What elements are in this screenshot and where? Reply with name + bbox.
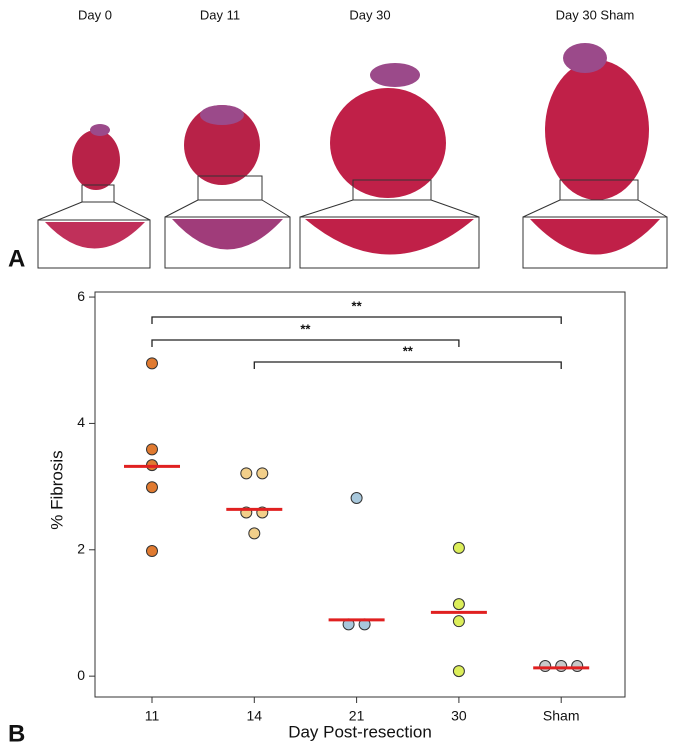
x-tick-label: 14 [247, 708, 263, 724]
data-point [146, 357, 158, 370]
panel-letter: A [8, 245, 25, 272]
panel-label: Day 30 [349, 7, 390, 22]
data-point [146, 443, 158, 456]
panel-label: Day 30 Sham [556, 7, 635, 22]
data-point [146, 545, 158, 558]
plot-frame [94, 291, 626, 698]
significance-bracket [253, 361, 562, 369]
y-axis-label: % Fibrosis [47, 450, 66, 529]
x-tick-label: Sham [543, 708, 580, 724]
significance-bracket [151, 316, 562, 324]
significance-label: ** [352, 298, 363, 313]
x-tick-label: 11 [145, 708, 160, 724]
significance-label: ** [300, 321, 311, 336]
data-point [350, 491, 363, 504]
data-point [555, 660, 568, 673]
data-point [256, 467, 269, 480]
data-point [240, 467, 253, 480]
data-point [452, 615, 465, 628]
significance-label: ** [403, 343, 414, 358]
data-point [539, 660, 552, 673]
data-point [452, 665, 465, 678]
panel-label: Day 11 [200, 7, 240, 22]
panel-letter: B [8, 720, 25, 747]
significance-bracket [151, 339, 460, 347]
data-point [452, 598, 465, 611]
y-tick-label: 6 [77, 288, 85, 304]
data-point [146, 481, 158, 494]
panel-a-images [37, 43, 668, 269]
data-point [571, 660, 584, 673]
x-tick-label: 30 [451, 708, 467, 724]
y-tick-label: 4 [77, 414, 85, 430]
y-tick-label: 2 [77, 540, 85, 556]
panel-label: Day 0 [78, 7, 112, 22]
x-axis-label: Day Post-resection [288, 722, 432, 741]
data-point [248, 527, 261, 540]
x-tick-label: 21 [349, 708, 365, 724]
data-point [452, 541, 465, 554]
y-tick-label: 0 [77, 667, 85, 683]
